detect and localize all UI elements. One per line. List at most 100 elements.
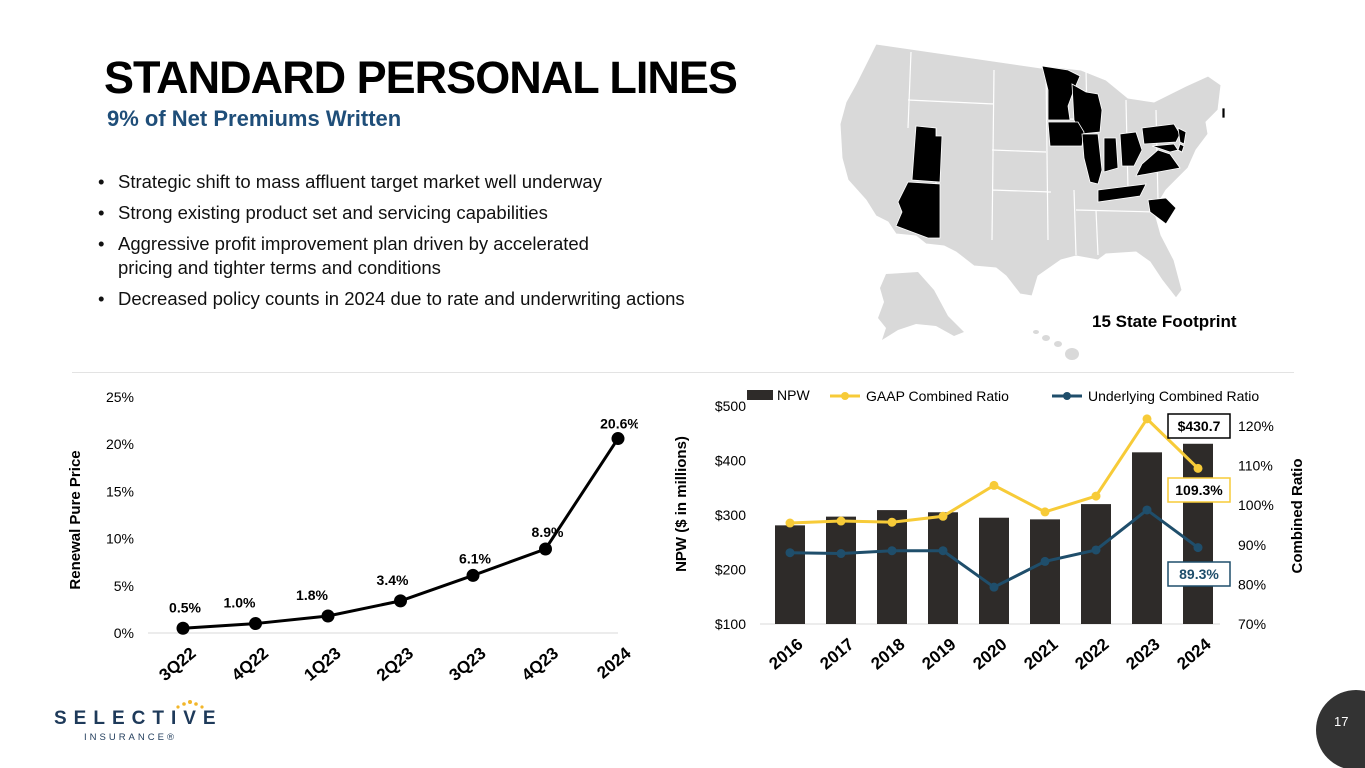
gaap-data-point bbox=[989, 480, 999, 490]
chart2-x-tick-label: 2022 bbox=[1071, 635, 1112, 674]
gaap-data-point bbox=[1142, 414, 1152, 424]
chart1-data-label: 6.1% bbox=[459, 550, 491, 566]
chart2-y2-tick-label: 110% bbox=[1238, 458, 1273, 474]
chart1-data-label: 8.9% bbox=[532, 524, 564, 540]
chart2-y-tick-label: $500 bbox=[715, 398, 746, 414]
chart2-y2-axis-label: Combined Ratio bbox=[1289, 459, 1306, 574]
alaska-shape bbox=[878, 272, 964, 340]
underlying-2024-callout: 89.3% bbox=[1179, 566, 1219, 582]
state-new-jersey bbox=[1177, 127, 1187, 145]
chart1-data-label: 20.6% bbox=[600, 416, 638, 432]
chart1-y-tick-label: 15% bbox=[106, 483, 134, 499]
state-illinois bbox=[1081, 133, 1103, 185]
chart2-y2-tick-label: 80% bbox=[1238, 576, 1266, 592]
chart2-y2-tick-label: 120% bbox=[1238, 418, 1274, 434]
bullet-list: Strategic shift to mass affluent target … bbox=[98, 170, 718, 318]
chart1-x-tick-label: 3Q22 bbox=[155, 644, 199, 685]
chart2-x-tick-label: 2016 bbox=[765, 635, 806, 674]
map-caption: 15 State Footprint bbox=[1092, 312, 1237, 331]
gaap-data-point bbox=[1040, 507, 1050, 517]
page-title: STANDARD PERSONAL LINES bbox=[104, 52, 738, 103]
state-rhode-island bbox=[1221, 107, 1226, 119]
state-arizona bbox=[895, 181, 941, 239]
state-pennsylvania bbox=[1141, 123, 1181, 145]
chart1-data-point bbox=[539, 542, 552, 556]
underlying-data-point bbox=[887, 546, 897, 556]
chart1-data-point bbox=[321, 609, 335, 623]
npw-bar bbox=[826, 516, 856, 624]
chart1-x-tick-label: 3Q23 bbox=[445, 644, 489, 685]
legend-npw-label: NPW bbox=[777, 387, 810, 403]
underlying-data-point bbox=[1193, 543, 1203, 553]
logo-wordmark: SELECTIVE bbox=[54, 708, 223, 729]
chart2-x-tick-label: 2023 bbox=[1122, 635, 1163, 674]
logo-dots-icon bbox=[176, 700, 204, 709]
npw-bar bbox=[1183, 443, 1213, 624]
underlying-data-point bbox=[785, 548, 795, 558]
npw-bar bbox=[928, 512, 958, 624]
chart2-y2-tick-label: 90% bbox=[1238, 537, 1266, 553]
underlying-data-point bbox=[938, 546, 948, 556]
chart1-data-label: 3.4% bbox=[377, 572, 409, 588]
gaap-data-point bbox=[1091, 491, 1101, 501]
npw-2024-callout-box bbox=[1167, 413, 1231, 439]
bullet-item: Aggressive profit improvement plan drive… bbox=[98, 232, 618, 280]
bullet-item: Strategic shift to mass affluent target … bbox=[98, 170, 718, 194]
bullet-item: Decreased policy counts in 2024 due to r… bbox=[98, 287, 698, 311]
chart2-y-tick-label: $300 bbox=[715, 507, 746, 523]
chart1-data-point bbox=[249, 617, 262, 631]
state-tennessee bbox=[1097, 183, 1147, 203]
bullet-item: Strong existing product set and servicin… bbox=[98, 201, 658, 225]
gaap-data-point bbox=[938, 511, 948, 521]
chart1-data-point bbox=[466, 568, 480, 582]
legend-npw-swatch bbox=[747, 390, 773, 400]
npw-combined-ratio-chart: NPW GAAP Combined Ratio Underlying Combine… bbox=[673, 387, 1306, 674]
chart1-data-point bbox=[394, 594, 407, 608]
npw-bar bbox=[1030, 519, 1060, 624]
chart1-x-tick-label: 4Q23 bbox=[518, 644, 562, 685]
chart1-y-axis-label: Renewal Pure Price bbox=[67, 450, 84, 589]
chart1-data-point bbox=[176, 621, 190, 635]
chart1-data-label: 0.5% bbox=[169, 599, 201, 615]
hawaii-shape bbox=[1033, 330, 1079, 360]
state-iowa bbox=[1047, 121, 1085, 147]
chart2-y-tick-label: $200 bbox=[715, 562, 746, 578]
chart1-x-tick-label: 1Q23 bbox=[300, 644, 344, 685]
underlying-2024-callout-box bbox=[1167, 561, 1231, 587]
legend-line-label: Underlying Combined Ratio bbox=[1088, 388, 1259, 404]
gaap-2024-callout: 109.3% bbox=[1175, 482, 1223, 498]
chart1-y-tick-label: 5% bbox=[114, 578, 134, 594]
underlying-data-point bbox=[836, 549, 846, 559]
gaap-data-point bbox=[887, 517, 897, 527]
chart2-y2-tick-label: 70% bbox=[1238, 616, 1266, 632]
state-south-carolina bbox=[1147, 197, 1177, 225]
state-utah bbox=[911, 125, 943, 183]
chart1-x-tick-label: 2Q23 bbox=[373, 644, 417, 685]
footprint-states bbox=[895, 65, 1226, 239]
renewal-pure-price-chart: 0% 5% 10% 15% 20% 25% 0.5% 1.0% 1.8% 3.4% 6.1% 8.9… bbox=[67, 389, 638, 685]
npw-bar bbox=[775, 525, 805, 624]
state-indiana bbox=[1103, 137, 1119, 173]
chart1-y-tick-label: 20% bbox=[106, 436, 134, 452]
npw-bar bbox=[1081, 504, 1111, 624]
gaap-data-point bbox=[1193, 463, 1203, 473]
chart1-data-point bbox=[611, 432, 625, 446]
page-number: 17 bbox=[1334, 714, 1349, 729]
legend-line-label: GAAP Combined Ratio bbox=[866, 388, 1009, 404]
chart1-data-label: 1.0% bbox=[224, 595, 256, 611]
underlying-data-point bbox=[989, 582, 999, 592]
underlying-data-point bbox=[1142, 505, 1152, 515]
chart1-y-tick-label: 25% bbox=[106, 389, 134, 405]
selective-logo: SELECTIVE INSURANCE® bbox=[54, 700, 216, 750]
gaap-2024-callout-box bbox=[1167, 477, 1231, 503]
chart1-y-tick-label: 0% bbox=[114, 625, 134, 641]
chart1-x-tick-label: 4Q22 bbox=[228, 644, 272, 685]
legend-marker bbox=[841, 392, 849, 400]
npw-bar bbox=[979, 517, 1009, 624]
state-delaware bbox=[1177, 143, 1185, 153]
chart2-x-tick-label: 2020 bbox=[969, 635, 1010, 674]
underlying-data-point bbox=[1091, 545, 1101, 555]
chart2-y-tick-label: $400 bbox=[715, 453, 746, 469]
chart2-x-tick-label: 2021 bbox=[1020, 635, 1061, 674]
state-virginia bbox=[1135, 149, 1181, 177]
